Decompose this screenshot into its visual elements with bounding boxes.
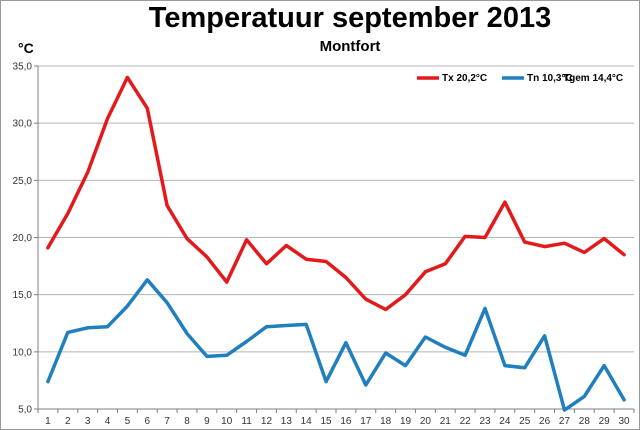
series-line-2 — [46, 278, 626, 412]
x-tick-label: 8 — [184, 416, 190, 427]
y-tick-label: 30,0 — [13, 119, 33, 130]
y-tick-label: 5,0 — [18, 405, 32, 416]
x-tick-label: 23 — [479, 416, 491, 427]
y-axis-unit-label: °C — [18, 40, 34, 56]
x-tick-label: 15 — [321, 416, 333, 427]
x-tick-label: 28 — [579, 416, 591, 427]
y-tick-label: 35,0 — [13, 62, 33, 73]
x-tick-label: 13 — [281, 416, 293, 427]
x-tick-label: 2 — [65, 416, 71, 427]
x-tick-label: 5 — [125, 416, 131, 427]
x-tick-label: 27 — [559, 416, 571, 427]
x-tick-label: 3 — [85, 416, 91, 427]
x-tick-label: 14 — [301, 416, 313, 427]
y-tick-label: 15,0 — [13, 290, 33, 301]
y-tick-label: 25,0 — [13, 176, 33, 187]
x-tick-label: 1 — [45, 416, 51, 427]
y-tick-label: 20,0 — [13, 233, 33, 244]
x-tick-label: 11 — [241, 416, 252, 427]
x-tick-label: 30 — [619, 416, 631, 427]
x-tick-label: 29 — [599, 416, 611, 427]
x-tick-label: 17 — [360, 416, 372, 427]
x-tick-label: 22 — [460, 416, 472, 427]
x-tick-label: 20 — [420, 416, 432, 427]
x-tick-label: 6 — [144, 416, 150, 427]
legend-extra-label: Tgem 14,4°C — [563, 73, 623, 84]
x-tick-label: 26 — [539, 416, 551, 427]
x-tick-label: 19 — [400, 416, 412, 427]
x-tick-label: 10 — [221, 416, 233, 427]
x-tick-label: 7 — [164, 416, 170, 427]
chart-subtitle: Montfort — [319, 38, 381, 55]
x-tick-label: 24 — [499, 416, 511, 427]
x-tick-label: 21 — [440, 416, 452, 427]
x-tick-label: 12 — [261, 416, 273, 427]
x-tick-label: 18 — [380, 416, 392, 427]
series-line-1 — [46, 75, 626, 312]
x-tick-label: 16 — [340, 416, 352, 427]
chart-title: Temperatuur september 2013 — [148, 2, 552, 34]
x-tick-label: 9 — [204, 416, 210, 427]
y-tick-label: 10,0 — [13, 347, 33, 358]
legend-label: Tn 10,3°C — [527, 73, 573, 84]
legend-label: Tx 20,2°C — [442, 73, 487, 84]
x-tick-label: 25 — [519, 416, 531, 427]
x-tick-label: 4 — [105, 416, 111, 427]
